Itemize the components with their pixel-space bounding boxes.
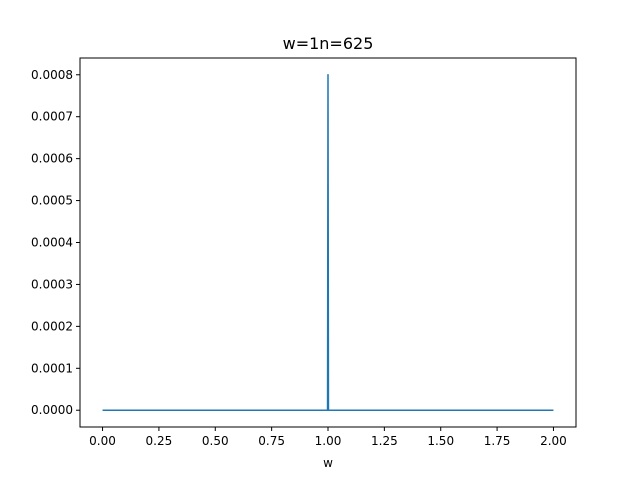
x-tick-label: 1.50 — [427, 434, 454, 448]
y-tick-label: 0.0003 — [31, 277, 73, 291]
x-axis-ticks: 0.00 0.25 0.50 0.75 1.00 1.25 1.50 1.75 2.00 — [89, 427, 567, 448]
y-tick-label: 0.0008 — [31, 68, 73, 82]
y-tick-label: 0.0004 — [31, 236, 73, 250]
axes-frame — [79, 57, 577, 428]
x-axis-label: w — [323, 456, 333, 470]
series-line-0 — [102, 74, 554, 411]
y-tick-label: 0.0005 — [31, 194, 73, 208]
x-tick-label: 1.25 — [371, 434, 398, 448]
series-layer — [102, 74, 554, 411]
x-tick-label: 0.25 — [146, 434, 173, 448]
y-tick-label: 0.0006 — [31, 152, 73, 166]
x-tick-label: 0.50 — [202, 434, 229, 448]
x-tick-label: 2.00 — [540, 434, 567, 448]
x-tick-label: 1.00 — [315, 434, 342, 448]
x-tick-label: 1.75 — [484, 434, 511, 448]
y-tick-label: 0.0007 — [31, 110, 73, 124]
chart-title: w=1n=625 — [283, 34, 374, 53]
y-tick-label: 0.0001 — [31, 361, 73, 375]
x-tick-label: 0.75 — [258, 434, 285, 448]
y-tick-label: 0.0000 — [31, 403, 73, 417]
y-tick-label: 0.0002 — [31, 319, 73, 333]
x-tick-label: 0.00 — [89, 434, 116, 448]
y-axis-ticks: 0.0000 0.0001 0.0002 0.0003 0.0004 0.0005 0.00… — [31, 68, 80, 417]
